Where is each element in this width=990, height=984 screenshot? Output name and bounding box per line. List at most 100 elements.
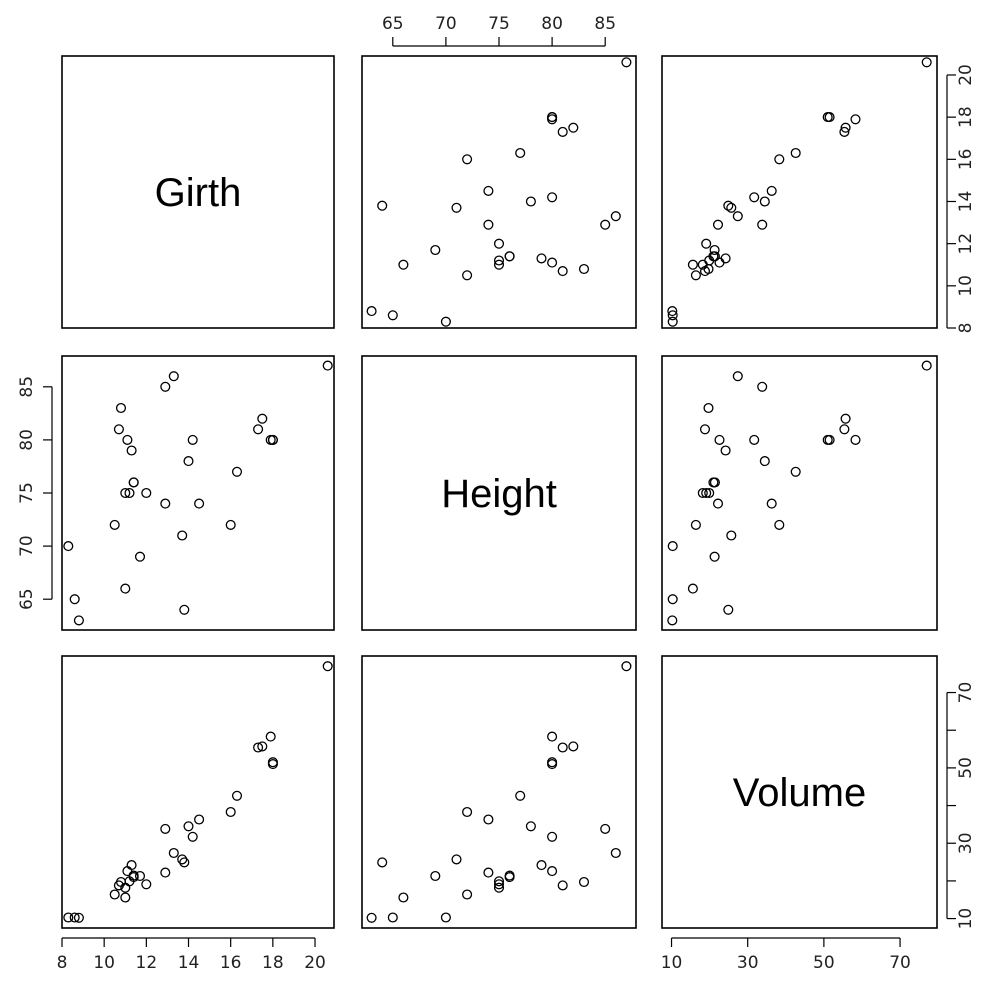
data-point xyxy=(113,424,124,435)
data-point xyxy=(757,219,768,230)
data-point xyxy=(73,615,84,626)
data-point xyxy=(759,456,770,467)
data-point xyxy=(839,126,850,137)
data-point xyxy=(253,742,264,753)
tick-label: 18 xyxy=(956,106,976,128)
data-point xyxy=(667,615,678,626)
tick-label: 80 xyxy=(541,14,563,34)
panel-girth-vs-height xyxy=(361,55,637,329)
x-axis-top-height: 65 70 75 80 85 xyxy=(382,14,616,47)
tick-label: 70 xyxy=(17,535,37,557)
data-point xyxy=(63,912,74,923)
data-point xyxy=(109,519,120,530)
data-point xyxy=(128,477,139,488)
data-point xyxy=(547,831,558,842)
panel-frame xyxy=(61,355,335,631)
data-point xyxy=(850,434,861,445)
data-point xyxy=(398,259,409,270)
data-point xyxy=(687,583,698,594)
data-point xyxy=(600,823,611,834)
data-point xyxy=(440,316,451,327)
tick-label: 70 xyxy=(956,682,976,704)
data-point xyxy=(709,551,720,562)
data-point xyxy=(483,185,494,196)
data-point xyxy=(177,854,188,865)
data-point xyxy=(69,912,80,923)
tick-label: 70 xyxy=(435,14,457,34)
panel-frame xyxy=(361,655,637,929)
data-point xyxy=(610,847,621,859)
data-point xyxy=(690,270,701,281)
variable-label-height: Height xyxy=(441,472,557,516)
data-point xyxy=(134,870,146,882)
tick-label: 10 xyxy=(93,953,115,973)
data-point xyxy=(377,857,388,868)
data-point xyxy=(578,876,590,888)
data-point xyxy=(697,487,708,499)
data-point xyxy=(749,192,760,203)
tick-label: 10 xyxy=(661,953,683,973)
data-point xyxy=(536,860,547,871)
data-point xyxy=(231,790,243,801)
data-point xyxy=(168,847,179,859)
data-point xyxy=(483,814,494,825)
data-point xyxy=(840,122,851,133)
tick-label: 75 xyxy=(17,482,37,504)
data-point xyxy=(120,487,131,499)
data-point xyxy=(667,306,678,317)
data-point xyxy=(483,219,494,230)
data-point xyxy=(547,866,558,877)
panel-frame xyxy=(61,55,335,329)
data-point xyxy=(703,402,714,414)
data-point xyxy=(709,244,720,256)
tick-label: 14 xyxy=(178,953,200,973)
data-point xyxy=(63,541,74,552)
panel-frame xyxy=(361,355,637,631)
data-point xyxy=(600,219,611,230)
panel-frame xyxy=(661,355,938,631)
data-point xyxy=(699,424,711,435)
data-point xyxy=(462,806,473,818)
tick-label: 14 xyxy=(956,191,976,213)
data-point xyxy=(267,759,278,770)
data-point xyxy=(723,200,734,211)
data-point xyxy=(921,360,932,371)
data-point xyxy=(322,661,333,672)
data-point xyxy=(122,434,133,445)
data-point xyxy=(720,253,731,264)
data-point xyxy=(128,870,139,881)
data-point xyxy=(547,112,558,123)
data-point xyxy=(126,445,137,456)
data-point xyxy=(73,912,84,923)
data-point xyxy=(183,456,194,467)
tick-label: 12 xyxy=(136,953,158,973)
data-point xyxy=(398,892,409,903)
variable-label-volume: Volume xyxy=(733,771,866,815)
data-point xyxy=(179,604,190,615)
data-point xyxy=(687,259,698,270)
data-point xyxy=(493,238,505,249)
data-point xyxy=(790,466,801,477)
data-point xyxy=(568,741,579,752)
data-point xyxy=(141,487,152,499)
data-point xyxy=(757,381,768,392)
panel-frame xyxy=(661,55,938,329)
data-point xyxy=(440,912,451,923)
data-point xyxy=(124,487,135,499)
data-point xyxy=(183,821,194,832)
data-point xyxy=(822,112,833,123)
data-point xyxy=(690,519,701,530)
data-point xyxy=(525,821,536,832)
tick-label: 65 xyxy=(17,588,37,610)
tick-label: 16 xyxy=(956,148,976,170)
x-axis-bottom-girth: 8 10 12 14 16 18 20 xyxy=(57,937,326,973)
data-point xyxy=(179,857,190,868)
data-point xyxy=(621,661,632,672)
data-point xyxy=(701,487,712,499)
data-point xyxy=(557,126,568,137)
data-point xyxy=(120,583,131,594)
data-point xyxy=(610,211,621,222)
data-point xyxy=(451,202,462,213)
data-point xyxy=(225,806,236,818)
